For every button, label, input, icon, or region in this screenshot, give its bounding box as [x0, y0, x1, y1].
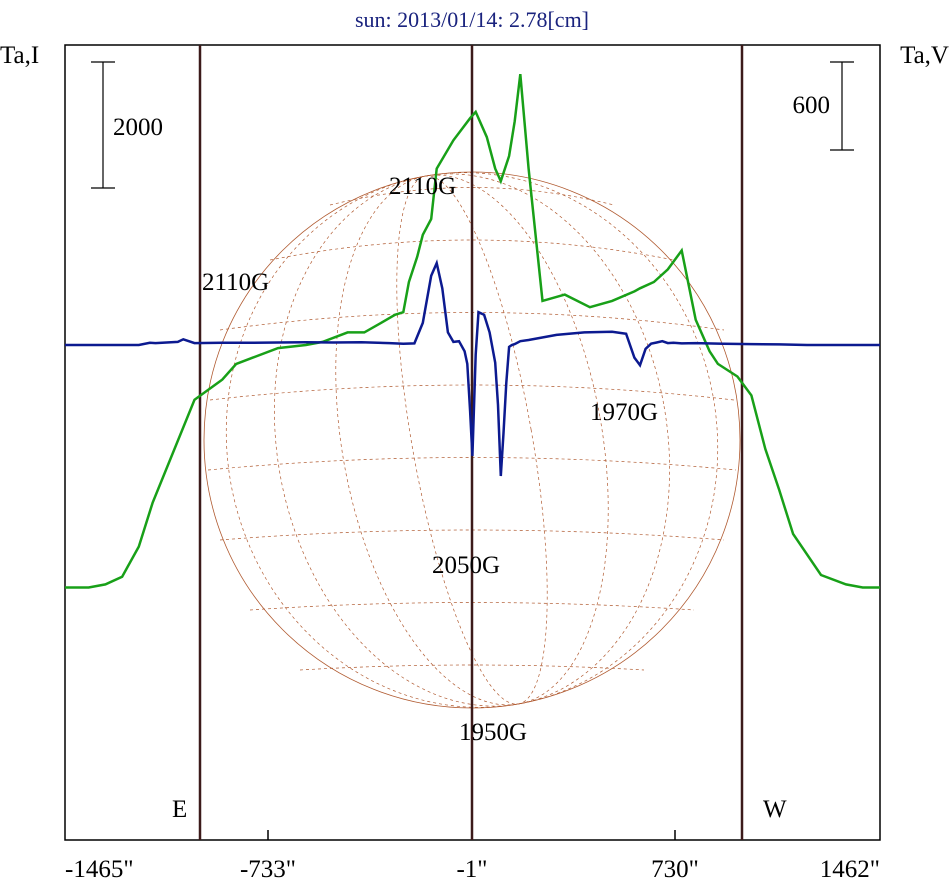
series-intensity-line — [65, 73, 880, 589]
annotation-1950g: 1950G — [459, 719, 527, 746]
east-label: E — [172, 796, 187, 823]
series-polarization-line — [65, 259, 880, 477]
annotation-2050g: 2050G — [432, 552, 500, 579]
x-tick-marks — [267, 830, 676, 840]
y-axis-label-left: Ta,I — [0, 42, 39, 69]
chart-title: sun: 2013/01/14: 2.78[cm] — [355, 7, 589, 32]
x-tick-label: 730" — [651, 856, 699, 883]
annotation-1970g: 1970G — [590, 399, 658, 426]
scale-bar-left-label: 2000 — [113, 114, 163, 141]
x-tick-label: -1" — [456, 856, 487, 883]
scale-bar-right — [830, 61, 854, 151]
scale-bar-left — [91, 61, 115, 189]
x-tick-label: -733" — [240, 856, 296, 883]
scale-bar-right-label: 600 — [793, 92, 831, 119]
annotation-2110g-east: 2110G — [202, 269, 269, 296]
x-tick-label: 1462" — [820, 856, 880, 883]
annotation-2110g-center: 2110G — [389, 173, 456, 200]
x-tick-label: -1465" — [65, 856, 134, 883]
y-axis-label-right: Ta,V — [900, 42, 949, 69]
west-label: W — [763, 796, 787, 823]
